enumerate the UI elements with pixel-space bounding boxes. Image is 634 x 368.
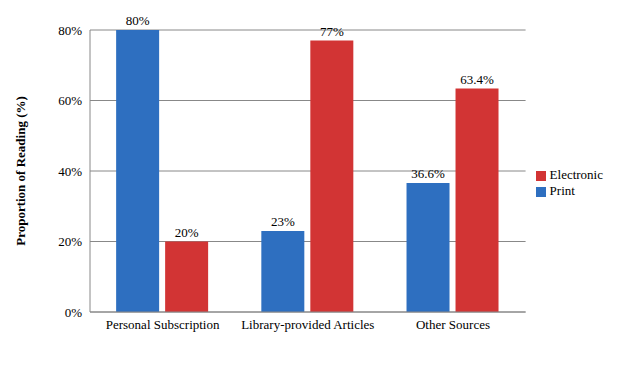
html-text:Print: Print	[549, 183, 575, 198]
svg-text:Proportion of Reading (%): Proportion of Reading (%)	[13, 96, 28, 246]
svg-text:0%: 0%	[65, 305, 83, 320]
svg-text:20%: 20%	[58, 234, 82, 249]
svg-text:Library-provided Articles: Library-provided Articles	[241, 317, 374, 332]
svg-text:Personal Subscription: Personal Subscription	[106, 317, 220, 332]
html-text:Electronic: Electronic	[549, 167, 603, 182]
svg-text:23%: 23%	[271, 214, 295, 229]
svg-text:36.6%: 36.6%	[411, 166, 445, 181]
svg-text:20%: 20%	[175, 225, 199, 240]
svg-text:Other Sources: Other Sources	[416, 317, 490, 332]
svg-text:80%: 80%	[126, 13, 150, 28]
svg-text:40%: 40%	[58, 164, 82, 179]
svg-text:77%: 77%	[320, 24, 344, 39]
svg-text:60%: 60%	[58, 93, 82, 108]
svg-text:63.4%: 63.4%	[460, 72, 494, 87]
svg-text:80%: 80%	[58, 23, 82, 38]
